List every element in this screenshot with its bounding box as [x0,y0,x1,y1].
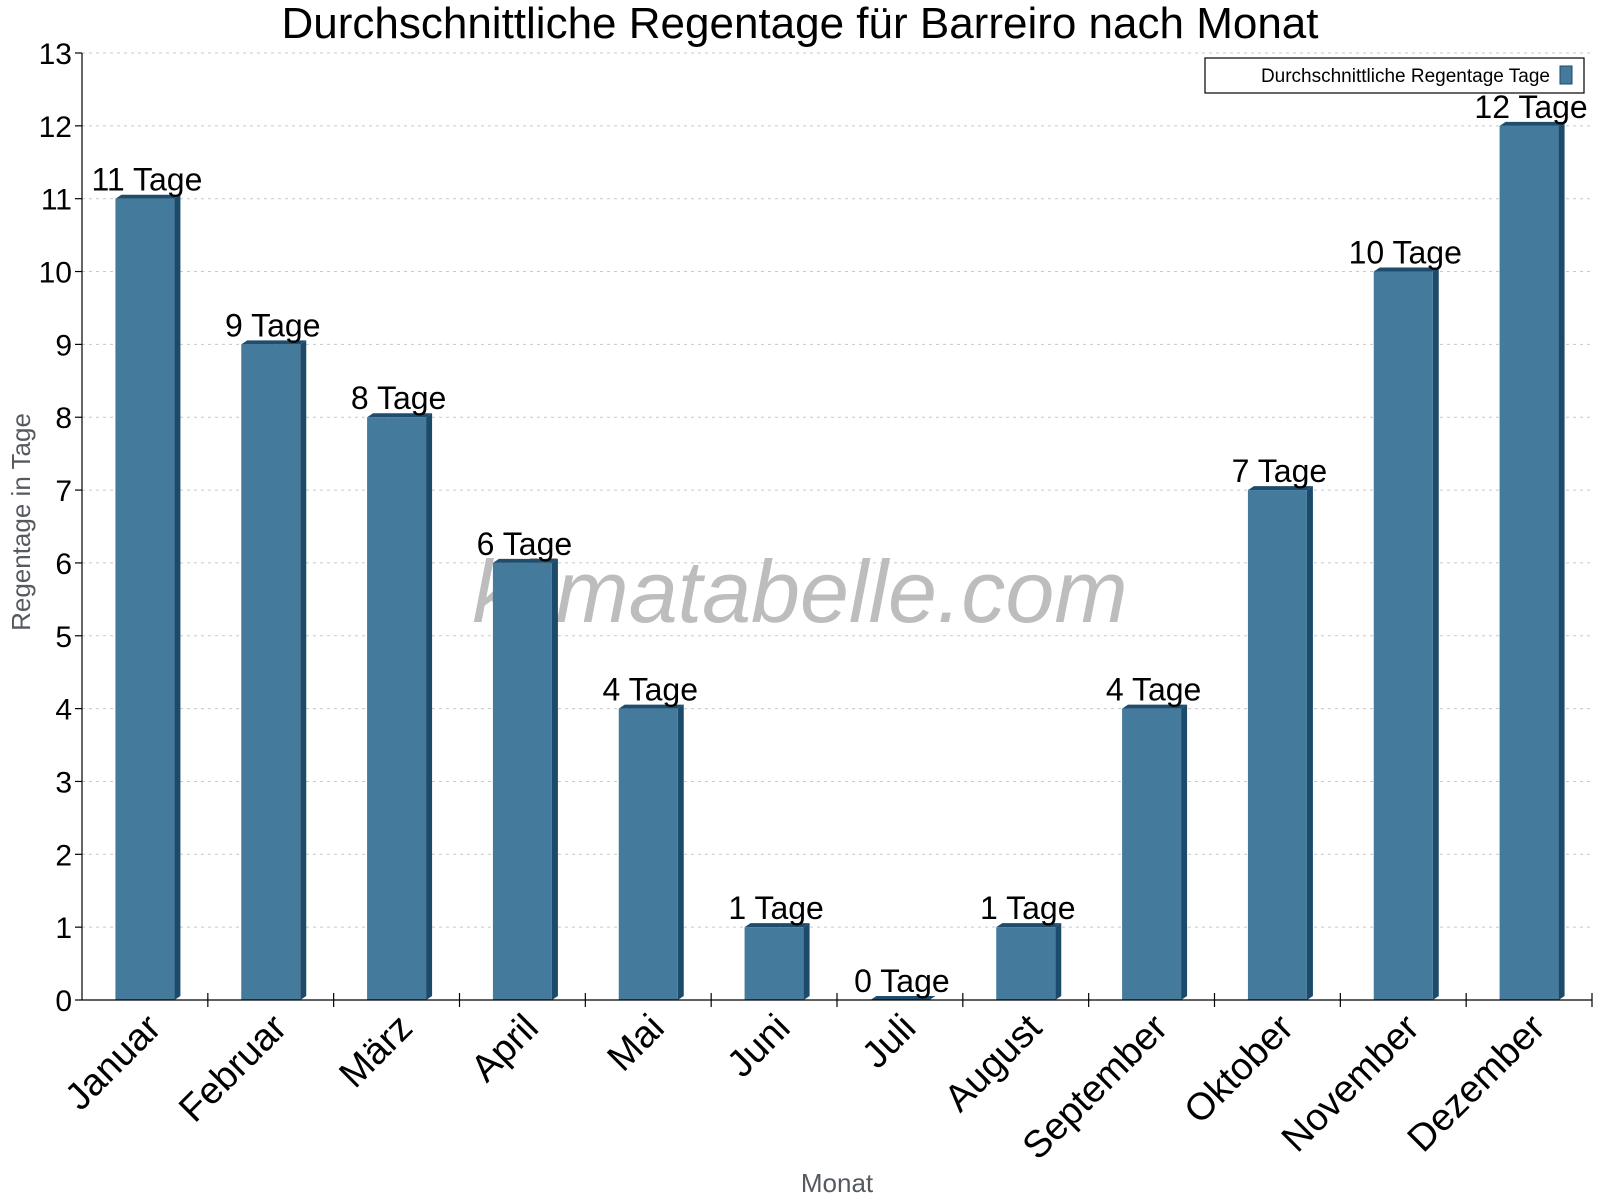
bar-top [1247,486,1313,491]
bar-April [492,558,558,1000]
x-tick-label: Juni [719,1007,798,1086]
value-label: 8 Tage [351,380,447,416]
y-tick-label: 1 [55,912,72,945]
y-tick-label: 13 [39,38,72,71]
bar-top [492,558,558,563]
bar-front [492,562,552,1000]
bar-side [174,194,181,1000]
bar-top [996,923,1062,928]
bar-Juli [870,996,936,1000]
x-axis-title: Monat [801,1168,874,1198]
bar-top [241,340,307,345]
bar-September [1122,704,1188,1000]
y-tick-label: 10 [39,257,72,290]
bar-side [1432,267,1439,1000]
bar-Juni [744,923,810,1000]
value-label: 4 Tage [1106,672,1202,708]
value-labels: 11 Tage 9 Tage 8 Tage 6 Tage 4 Tage 1 Tage 0 T… [91,89,1587,999]
bar-top [744,923,810,928]
bar-front [1247,490,1307,1000]
bar-Oktober [1247,486,1313,1001]
watermark: klimatabelle.com [472,542,1127,641]
x-tick-label: Dezember [1400,1006,1554,1160]
legend-swatch [1559,65,1573,85]
value-label: 11 Tage [91,162,202,198]
x-tick-label: Februar [171,1006,295,1130]
y-tick-label: 0 [55,985,72,1018]
bar-front [115,198,175,1000]
bar-top [1499,121,1565,126]
chart-title: Durchschnittliche Regentage für Barreiro… [282,0,1319,48]
x-tick-labels: Januar Februar März April Mai Juni Juli AugustS… [57,1006,1553,1167]
bar-side [1181,704,1188,1000]
x-tick-label: August [937,1006,1051,1120]
x-tick-label: Oktober [1177,1006,1303,1132]
bar-side [1558,121,1565,1001]
bar-top [618,704,684,709]
y-tick-label: 8 [55,402,72,435]
value-label: 4 Tage [603,672,699,708]
value-label: 1 Tage [980,890,1076,926]
legend: Durchschnittliche Regentage Tage [1204,57,1585,94]
bar-side [1306,486,1313,1001]
bar-front [367,417,427,1000]
value-label: 7 Tage [1232,453,1328,489]
bar-Mai [618,704,684,1000]
bar-front [744,927,804,1000]
y-tick-label: 3 [55,766,72,799]
bars [115,121,1565,1001]
y-tick-label: 11 [41,184,72,217]
legend-box [1204,57,1585,94]
bar-side [803,923,810,1000]
value-label: 9 Tage [225,307,321,343]
y-tick-label: 4 [55,694,72,727]
value-label: 12 Tage [1474,89,1587,125]
bar-November [1373,267,1439,1000]
bar-Februar [241,340,307,1000]
x-tick-label: April [463,1007,546,1090]
bar-side [677,704,684,1000]
bar-front [618,708,678,1000]
bar-Januar [115,194,181,1000]
x-tick-label: Juli [854,1007,924,1077]
x-tick-label: November [1274,1006,1428,1160]
bar-top [367,413,433,418]
bar-side [1055,923,1062,1000]
bar-top [1373,267,1439,272]
x-tick-label: Mai [600,1007,673,1080]
y-tick-label: 7 [55,475,72,508]
value-label: 1 Tage [728,890,824,926]
bar-top [115,194,181,199]
value-label: 6 Tage [477,526,573,562]
y-axis-title: Regentage in Tage [6,413,36,631]
y-tick-label: 6 [55,548,72,581]
y-tick-label: 5 [55,621,72,654]
bar-top [1122,704,1188,709]
bar-side [551,558,558,1000]
bar-side [300,340,307,1000]
y-tick-label: 9 [55,329,72,362]
bar-Dezember [1499,121,1565,1001]
bar-side [426,413,433,1000]
legend-label: Durchschnittliche Regentage Tage [1261,66,1550,87]
x-tick-label: März [332,1007,421,1096]
bar-front [996,927,1056,1000]
bar-front [241,344,301,1000]
value-label: 10 Tage [1349,235,1462,271]
axes [75,52,1593,1007]
bar-August [996,923,1062,1000]
y-tick-label: 12 [39,111,72,144]
bar-front [1122,708,1182,1000]
y-tick-label: 2 [55,839,72,872]
bar-top [870,996,936,1000]
bar-März [367,413,433,1000]
bar-front [1373,271,1433,1000]
grid-lines [82,52,1592,928]
x-tick-label: Januar [57,1006,169,1118]
value-label: 0 Tage [854,963,950,999]
bar-front [1499,125,1559,1001]
